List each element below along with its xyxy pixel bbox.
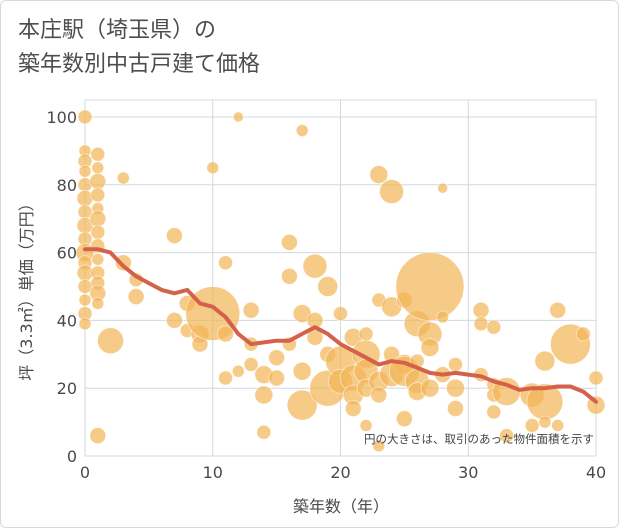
chart-title-line-1: 本庄駅（埼玉県）の bbox=[18, 18, 217, 43]
data-bubble bbox=[524, 418, 540, 433]
data-bubble bbox=[436, 310, 450, 324]
data-bubble bbox=[218, 370, 233, 386]
bubble-layer bbox=[75, 109, 606, 453]
data-bubble bbox=[448, 357, 463, 372]
data-bubble bbox=[232, 111, 244, 123]
data-bubble bbox=[78, 317, 92, 331]
data-bubble bbox=[206, 161, 220, 175]
data-bubble bbox=[254, 385, 274, 405]
data-bubble bbox=[89, 210, 107, 228]
data-bubble bbox=[395, 410, 413, 428]
trend-line bbox=[83, 247, 598, 404]
x-tick-label: 10 bbox=[203, 463, 223, 482]
data-bubble bbox=[97, 327, 124, 355]
chart-title: 本庄駅（埼玉県）の 築年数別中古戸建て価格 bbox=[18, 14, 260, 82]
x-tick-label: 40 bbox=[586, 463, 606, 482]
data-bubble bbox=[359, 419, 373, 432]
data-bubble bbox=[486, 404, 502, 420]
data-bubble bbox=[268, 349, 286, 367]
data-bubble bbox=[90, 187, 106, 203]
data-bubble bbox=[280, 267, 298, 285]
y-tick-label: 80 bbox=[57, 176, 77, 195]
data-bubble bbox=[358, 326, 374, 342]
data-bubble bbox=[395, 252, 465, 321]
data-bubble bbox=[551, 419, 565, 432]
data-bubble bbox=[91, 252, 105, 266]
data-bubble bbox=[91, 297, 105, 310]
y-tick-label: 20 bbox=[57, 379, 77, 398]
data-bubble bbox=[499, 428, 514, 444]
x-axis-label: 築年数（年） bbox=[293, 497, 389, 516]
data-bubble bbox=[89, 427, 107, 445]
data-bubble bbox=[286, 389, 318, 421]
data-bubble bbox=[473, 316, 489, 332]
data-bubble bbox=[77, 109, 93, 125]
data-bubble bbox=[295, 124, 309, 137]
data-bubble bbox=[344, 400, 362, 417]
data-bubble bbox=[549, 301, 567, 319]
data-bubble bbox=[256, 424, 272, 440]
data-bubble bbox=[538, 415, 552, 429]
data-bubble bbox=[78, 293, 92, 307]
data-bubble bbox=[369, 165, 389, 184]
data-bubble bbox=[90, 146, 106, 162]
x-tick-label: 20 bbox=[330, 463, 350, 482]
x-tick-label: 0 bbox=[80, 463, 90, 482]
x-tick-label: 30 bbox=[458, 463, 478, 482]
data-bubble bbox=[166, 227, 183, 245]
data-bubble bbox=[420, 378, 440, 398]
chart-title-line-2: 築年数別中古戸建て価格 bbox=[18, 52, 261, 77]
data-bubble bbox=[231, 364, 245, 378]
data-bubble bbox=[370, 386, 388, 404]
y-tick-labels: 0 20 40 60 80 100 bbox=[46, 108, 77, 466]
data-bubble bbox=[420, 338, 440, 357]
data-bubble bbox=[379, 179, 405, 204]
y-tick-label: 60 bbox=[57, 244, 77, 263]
data-bubble bbox=[91, 161, 105, 175]
data-bubble bbox=[534, 350, 556, 372]
data-bubble bbox=[472, 301, 490, 319]
data-bubble bbox=[280, 233, 298, 251]
data-bubble bbox=[166, 311, 183, 329]
data-bubble bbox=[588, 370, 604, 386]
data-bubble bbox=[317, 276, 339, 297]
data-bubble bbox=[447, 400, 464, 417]
data-bubble bbox=[575, 326, 591, 342]
data-bubble bbox=[242, 301, 260, 319]
data-bubble bbox=[446, 378, 465, 398]
x-tick-labels: 0 10 20 30 40 bbox=[80, 463, 606, 482]
data-bubble bbox=[217, 325, 234, 343]
data-bubble bbox=[78, 164, 92, 178]
data-bubble bbox=[90, 224, 106, 240]
data-bubble bbox=[76, 189, 94, 207]
y-tick-label: 0 bbox=[67, 447, 77, 466]
data-bubble bbox=[89, 172, 107, 190]
data-bubble bbox=[218, 255, 233, 271]
data-bubble bbox=[437, 182, 449, 194]
data-bubble bbox=[302, 253, 328, 279]
y-tick-label: 100 bbox=[46, 108, 77, 127]
data-bubble bbox=[333, 306, 348, 322]
data-bubble bbox=[486, 319, 502, 335]
data-bubble bbox=[127, 288, 145, 306]
y-tick-label: 40 bbox=[57, 311, 77, 330]
data-bubble bbox=[292, 361, 312, 381]
data-bubble bbox=[243, 357, 259, 372]
bubble-size-note: 円の大きさは、取引のあった物件面積を示す bbox=[364, 432, 594, 446]
y-axis-label: 坪（3.3㎡）単価（万円） bbox=[17, 195, 36, 380]
data-bubble bbox=[268, 369, 286, 387]
grid-lines bbox=[84, 99, 597, 457]
data-bubble bbox=[372, 439, 386, 453]
data-bubble bbox=[114, 254, 132, 272]
data-bubble bbox=[116, 171, 130, 185]
